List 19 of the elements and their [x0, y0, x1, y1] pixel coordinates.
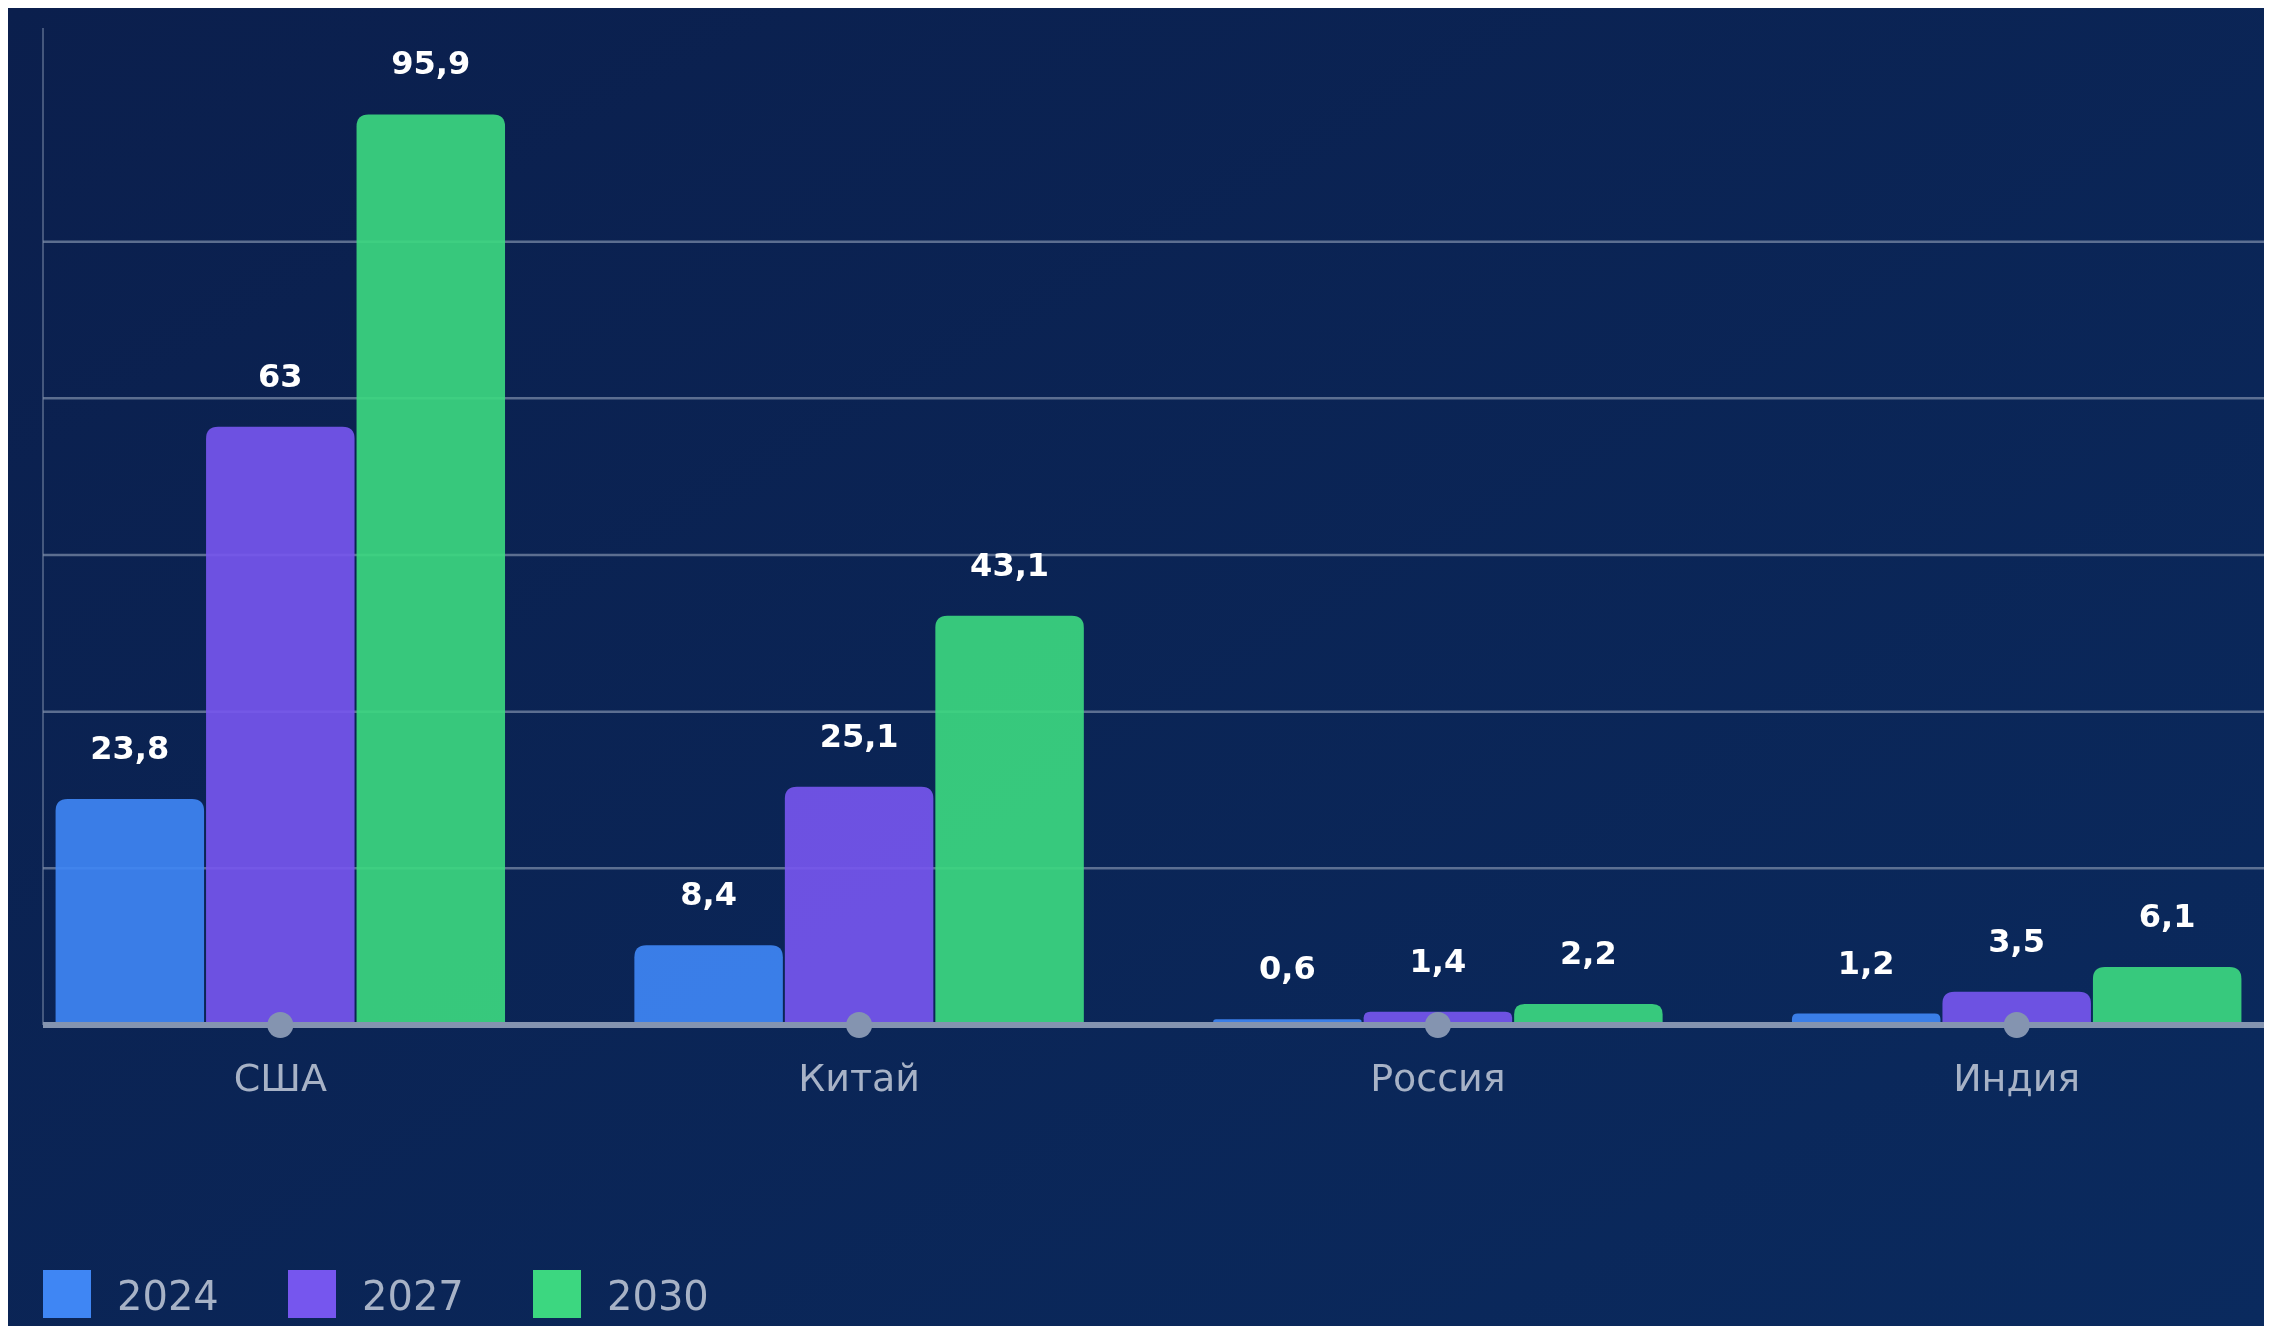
legend-label: 2030 — [607, 1273, 709, 1319]
data-label: 8,4 — [680, 875, 737, 914]
legend-label: 2027 — [362, 1273, 464, 1319]
data-label: 63 — [258, 356, 303, 395]
data-label: 25,1 — [819, 716, 899, 755]
x-tick-label: Индия — [1953, 1056, 2081, 1100]
data-label: 3,5 — [1988, 921, 2046, 960]
x-tick-label: США — [233, 1056, 327, 1100]
legend-label: 2024 — [117, 1273, 219, 1319]
x-tick-label: Россия — [1370, 1056, 1506, 1100]
x-tick-label: Китай — [798, 1056, 920, 1100]
data-label: 23,8 — [90, 729, 170, 768]
data-label: 1,2 — [1837, 943, 1895, 982]
data-label: 6,1 — [2138, 897, 2196, 936]
data-label: 0,6 — [1259, 949, 1316, 988]
data-label: 95,9 — [391, 44, 471, 83]
data-label: 1,4 — [1409, 941, 1467, 980]
data-label: 43,1 — [970, 545, 1050, 584]
data-label: 2,2 — [1560, 934, 1617, 973]
